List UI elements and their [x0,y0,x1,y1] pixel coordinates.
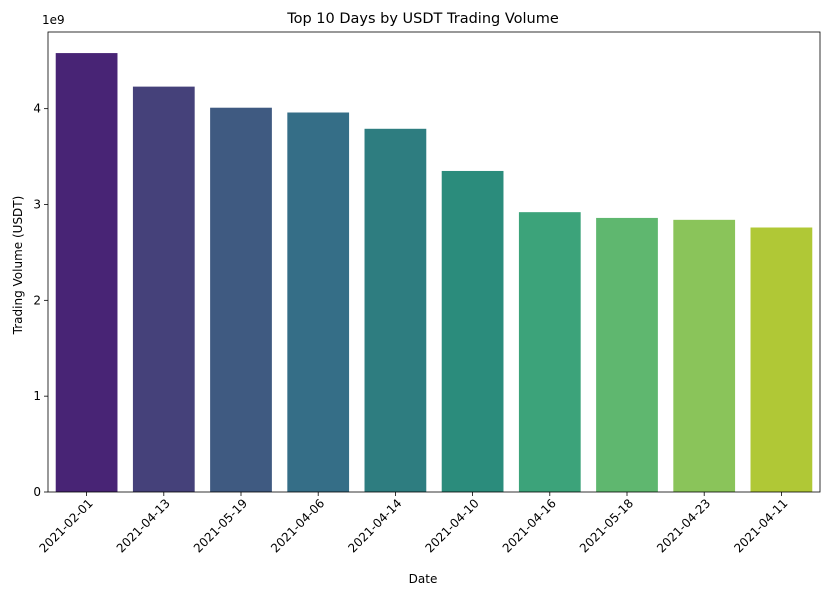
x-tick-label: 2021-04-10 [423,496,482,555]
y-tick-label: 4 [33,102,41,116]
bar-2021-04-13 [132,86,195,493]
bar-2021-04-16 [518,212,581,493]
x-tick-label: 2021-02-01 [37,496,96,555]
y-tick-label: 2 [33,293,41,307]
x-tick-label: 2021-04-11 [731,496,790,555]
x-tick-label: 2021-04-23 [654,496,713,555]
bar-2021-04-23 [673,219,736,492]
x-tick-label: 2021-04-06 [268,496,327,555]
x-tick-label: 2021-05-19 [191,496,250,555]
x-tick-label: 2021-05-18 [577,496,636,555]
x-tick-label: 2021-04-13 [114,496,173,555]
bar-2021-02-01 [55,53,118,492]
plot-frame [47,31,821,493]
y-tick-label: 1 [33,389,41,403]
y-axis-ticks: 0 1 2 3 4 [33,102,48,499]
y-offset-label: 1e9 [42,13,65,27]
bar-2021-04-10 [441,170,504,492]
y-tick-label: 3 [33,198,41,212]
bar-2021-05-18 [596,217,658,493]
bar-2021-04-11 [750,227,813,492]
x-axis-ticks: 2021-02-01 2021-04-13 2021-05-19 2021-04-06… [37,492,791,555]
x-tick-label: 2021-04-16 [500,496,559,555]
bar-2021-04-14 [364,128,427,493]
chart-title: Top 10 Days by USDT Trading Volume [286,11,559,27]
y-tick-label: 0 [33,485,41,499]
bar-2021-04-06 [287,112,350,492]
bar-2021-05-19 [210,107,272,493]
x-tick-label: 2021-04-14 [345,496,404,555]
y-axis-label: Trading Volume (USDT) [11,196,25,336]
bars-layer [55,53,813,493]
x-axis-label: Date [409,572,438,586]
